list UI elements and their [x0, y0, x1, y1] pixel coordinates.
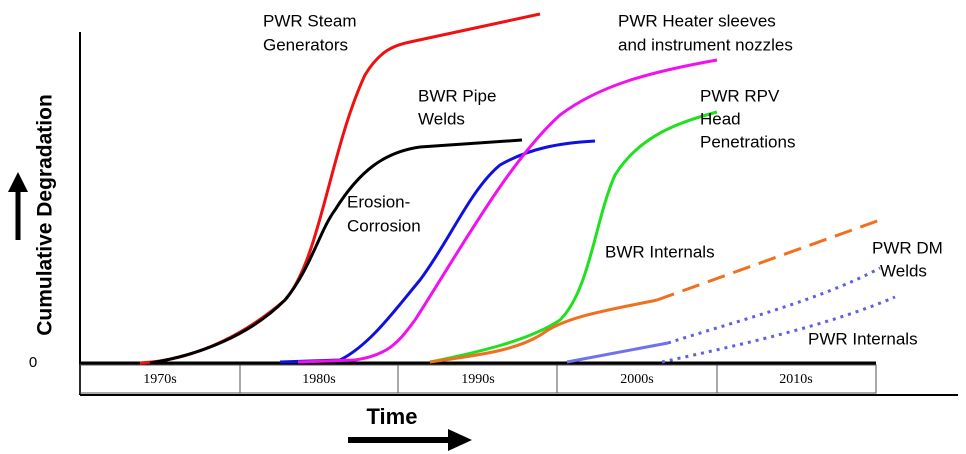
curve-label: Welds: [880, 261, 927, 280]
curve-heater-sleeves: [297, 58, 718, 364]
curve-bwr-internals-projected: [656, 218, 881, 302]
right-arrow: [348, 429, 472, 451]
curve-label: Welds: [418, 109, 465, 128]
curve-rpv-head: [429, 110, 718, 364]
curve-label: Head: [700, 109, 741, 128]
curve-erosion-corrosion: [149, 138, 523, 365]
decade-band: [79, 364, 877, 394]
y-axis-label: Cumulative Degradation: [34, 94, 57, 336]
curve-dm-welds: [566, 341, 669, 364]
curve-label: Erosion-: [347, 192, 410, 211]
curve-label: Penetrations: [700, 132, 795, 151]
decade-label: 1970s: [143, 372, 176, 387]
curve-bwr-pipe-welds: [279, 139, 596, 364]
decade-label: 2010s: [779, 372, 812, 387]
curve-label: Generators: [263, 35, 348, 54]
curve-label: BWR Internals: [605, 242, 715, 261]
curve-label: PWR Heater sleeves: [618, 11, 776, 30]
curve-label: PWR RPV: [700, 86, 780, 105]
curve-label: PWR Steam: [263, 11, 357, 30]
x-axis-label: Time: [367, 404, 418, 429]
curve-label: and instrument nozzles: [618, 35, 793, 54]
curve-label: PWR Internals: [808, 329, 918, 348]
curve-label: BWR Pipe: [418, 86, 496, 105]
decade-label: 1980s: [302, 372, 335, 387]
up-arrow: [8, 172, 28, 240]
curve-label: Corrosion: [347, 216, 421, 235]
curve-bwr-internals: [429, 298, 658, 364]
curves: [139, 12, 896, 365]
origin-label: 0: [29, 354, 37, 371]
decade-label: 1990s: [461, 372, 494, 387]
decade-dividers: [239, 365, 718, 393]
decade-label: 2000s: [620, 372, 653, 387]
curve-label: PWR DM: [872, 238, 943, 257]
